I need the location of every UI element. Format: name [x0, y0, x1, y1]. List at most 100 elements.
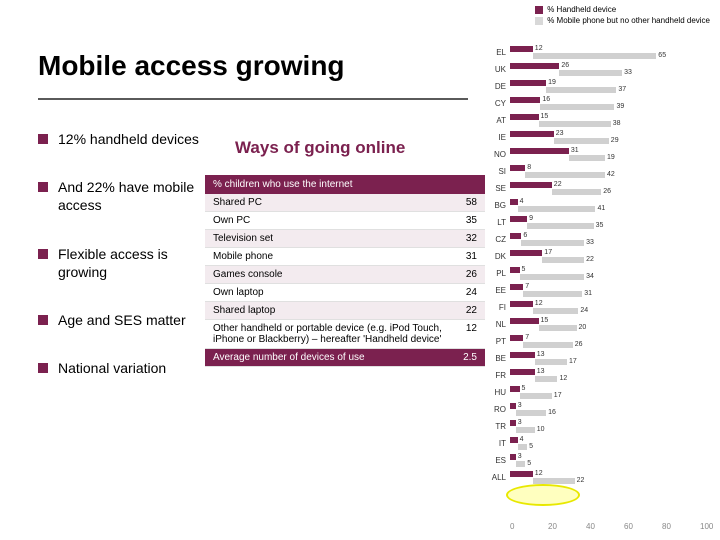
bullet-text: National variation	[58, 359, 166, 377]
ways-row: Games console26	[205, 266, 485, 284]
bar-handheld	[510, 420, 516, 426]
ways-row: Shared PC58	[205, 194, 485, 212]
bar-mobile	[540, 104, 614, 110]
bar-mobile	[520, 393, 552, 399]
bar-handheld	[510, 148, 569, 154]
x-axis: 020406080100	[510, 522, 710, 534]
axis-tick: 100	[700, 522, 713, 531]
bullet-square-icon	[38, 134, 48, 144]
bullet-text: 12% handheld devices	[58, 130, 199, 148]
bar-handheld	[510, 301, 533, 307]
bullet-item: And 22% have mobile access	[38, 178, 203, 214]
country-row: RO316	[490, 401, 710, 418]
bar-value-2: 42	[607, 171, 615, 178]
ways-row-label: Shared laptop	[213, 305, 447, 316]
bullet-square-icon	[38, 315, 48, 325]
bar-mobile	[535, 376, 558, 382]
ways-row-label: Own PC	[213, 215, 447, 226]
bar-value-2: 31	[584, 290, 592, 297]
legend-item: % Handheld device	[535, 4, 710, 15]
country-code: FI	[490, 303, 510, 312]
bar-value-1: 23	[556, 130, 564, 137]
bar-value-1: 12	[535, 300, 543, 307]
country-row: HU517	[490, 384, 710, 401]
bar-mobile	[554, 138, 609, 144]
bar-mobile	[516, 461, 526, 467]
bar-value-1: 3	[518, 419, 522, 426]
country-code: HU	[490, 388, 510, 397]
highlight-oval	[506, 484, 580, 506]
country-bars: 935	[510, 216, 710, 229]
country-row: FI1224	[490, 299, 710, 316]
bar-value-2: 35	[596, 222, 604, 229]
axis-tick: 20	[548, 522, 557, 531]
bar-handheld	[510, 403, 516, 409]
bar-handheld	[510, 471, 533, 477]
bar-handheld	[510, 97, 540, 103]
country-bars: 1265	[510, 46, 710, 59]
bar-value-2: 17	[569, 358, 577, 365]
ways-row-value: 12	[447, 323, 477, 345]
country-code: CZ	[490, 235, 510, 244]
country-code: AT	[490, 116, 510, 125]
country-row: DE1937	[490, 78, 710, 95]
country-row: NO3119	[490, 146, 710, 163]
bar-value-1: 5	[522, 385, 526, 392]
title-box: Mobile access growing	[38, 50, 345, 82]
ways-row-label: Other handheld or portable device (e.g. …	[213, 323, 447, 345]
bar-mobile	[525, 172, 605, 178]
ways-header-label: % children who use the internet	[213, 179, 353, 190]
bar-handheld	[510, 369, 535, 375]
bar-value-1: 26	[561, 62, 569, 69]
country-row: IT45	[490, 435, 710, 452]
bar-handheld	[510, 318, 539, 324]
country-bars: 1224	[510, 301, 710, 314]
bullet-list: 12% handheld devices And 22% have mobile …	[38, 130, 203, 407]
bar-mobile	[523, 342, 572, 348]
bar-mobile	[535, 359, 567, 365]
bar-value-1: 16	[542, 96, 550, 103]
country-row: EL1265	[490, 44, 710, 61]
bar-value-1: 4	[520, 436, 524, 443]
country-row: CZ633	[490, 231, 710, 248]
ways-row-label: Mobile phone	[213, 251, 447, 262]
bar-handheld	[510, 267, 520, 273]
bar-handheld	[510, 454, 516, 460]
ways-row-label: Own laptop	[213, 287, 447, 298]
country-bars: 316	[510, 403, 710, 416]
bar-value-1: 12	[535, 470, 543, 477]
country-code: BE	[490, 354, 510, 363]
bar-value-2: 33	[624, 69, 632, 76]
bar-handheld	[510, 335, 523, 341]
ways-row: Shared laptop22	[205, 302, 485, 320]
country-bars: 1312	[510, 369, 710, 382]
ways-row-label: Shared PC	[213, 197, 447, 208]
legend-item: % Mobile phone but no other handheld dev…	[535, 15, 710, 26]
bar-value-1: 19	[548, 79, 556, 86]
bar-value-2: 22	[586, 256, 594, 263]
bar-handheld	[510, 216, 527, 222]
bullet-item: Age and SES matter	[38, 311, 203, 329]
country-code: IE	[490, 133, 510, 142]
bar-value-2: 20	[579, 324, 587, 331]
bar-value-2: 5	[529, 443, 533, 450]
bar-handheld	[510, 182, 552, 188]
bar-mobile	[523, 291, 582, 297]
bar-mobile	[552, 189, 601, 195]
country-code: UK	[490, 65, 510, 74]
bar-value-1: 3	[518, 453, 522, 460]
bar-mobile	[516, 410, 546, 416]
ways-row-value: 22	[447, 305, 477, 316]
bar-mobile	[539, 121, 611, 127]
bar-handheld	[510, 233, 521, 239]
bullet-text: Age and SES matter	[58, 311, 186, 329]
legend-swatch-icon	[535, 17, 543, 25]
ways-table: % children who use the internet Shared P…	[205, 175, 485, 367]
ways-row: Television set32	[205, 230, 485, 248]
country-row: BG441	[490, 197, 710, 214]
bar-mobile	[533, 308, 579, 314]
bar-mobile	[533, 53, 657, 59]
bullet-square-icon	[38, 363, 48, 373]
bullet-square-icon	[38, 182, 48, 192]
country-bars: 310	[510, 420, 710, 433]
